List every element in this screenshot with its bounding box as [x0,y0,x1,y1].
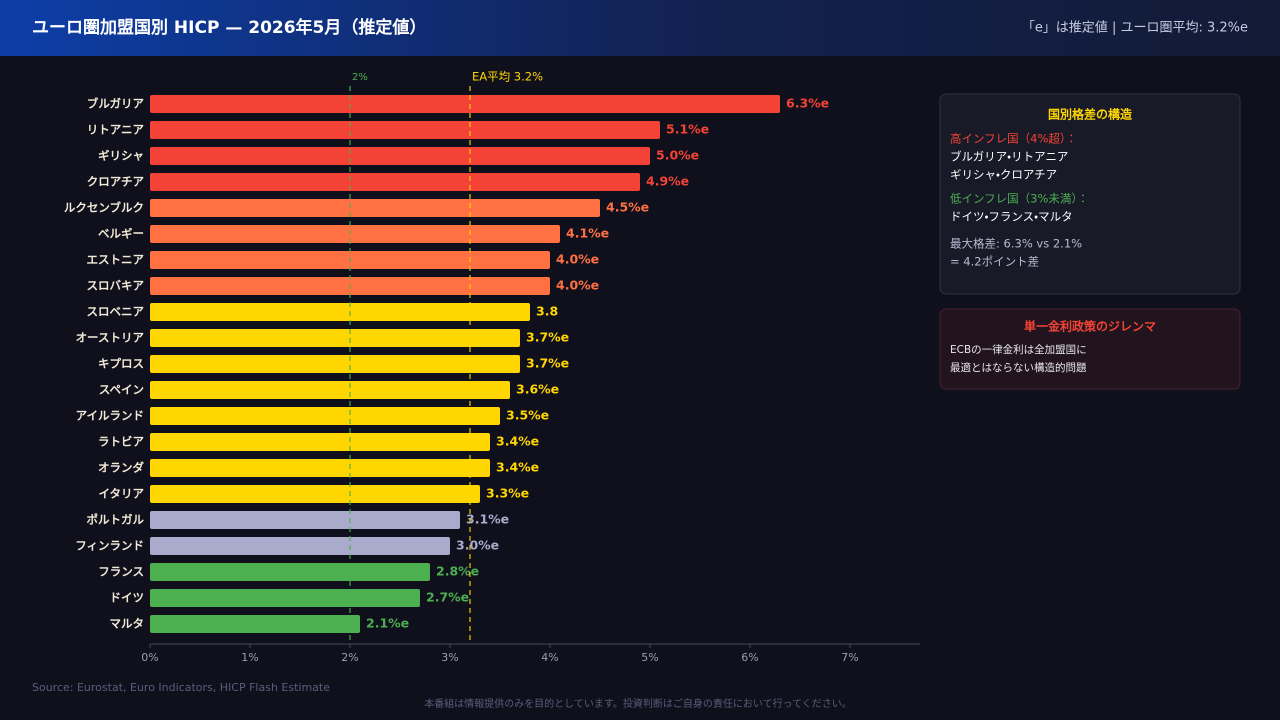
value-label: 3.3%e [486,486,529,501]
panel-text: ブルガリア・リトアニア [950,150,1068,164]
panel-title: 国別格差の構造 [1048,107,1132,122]
bar [150,173,640,191]
category-label: スペイン [99,383,144,397]
x-tick-label: 0% [141,651,158,664]
value-label: 3.4%e [496,434,539,449]
category-label: ギリシャ [98,149,144,163]
bar [150,615,360,633]
value-label: 5.0%e [656,148,699,163]
panel-heading: 高インフレ国（4%超）： [950,132,1077,146]
panel-text: ドイツ・フランス・マルタ [950,210,1073,224]
value-label: 3.7%e [526,356,569,371]
bar [150,485,480,503]
category-label: マルタ [110,617,145,631]
panel [939,308,1241,390]
panel-heading: 低インフレ国（3%未満）： [950,192,1089,206]
bar [150,589,420,607]
category-label: オーストリア [76,331,145,345]
value-label: 4.0%e [556,278,599,293]
value-label: 2.8%e [436,564,479,579]
value-label: 6.3%e [786,96,829,111]
panel-text: ECBの一律金利は全加盟国に [950,343,1087,356]
title: ユーロ圏加盟国別 HICP — 2026年5月（推定値） [32,17,426,38]
value-label: 4.5%e [606,200,649,215]
disclaimer: 本番組は情報提供のみを目的としています。投資判断はご自身の責任において行ってくだ… [424,697,852,710]
value-label: 2.1%e [366,616,409,631]
value-label: 3.8 [536,304,558,319]
x-tick-label: 1% [241,651,258,664]
category-label: スロベニア [87,305,145,319]
x-tick-label: 3% [441,651,458,664]
category-label: スロバキア [87,279,145,293]
bar [150,355,520,373]
x-tick-label: 4% [541,651,558,664]
value-label: 2.7%e [426,590,469,605]
header-note: 「e」は推定値 | ユーロ圏平均: 3.2%e [1022,20,1248,36]
category-label: ルクセンブルク [64,201,144,215]
panel-text: 最適とはならない構造的問題 [950,361,1087,374]
category-label: フランス [98,565,144,579]
bar [150,303,530,321]
bar [150,225,560,243]
category-label: ドイツ [110,591,145,605]
value-label: 3.5%e [506,408,549,423]
bar [150,407,500,425]
category-label: イタリア [98,487,144,501]
bar [150,147,650,165]
bar [150,381,510,399]
category-label: フィンランド [75,539,144,553]
x-tick-label: 2% [341,651,358,664]
value-label: 3.1%e [466,512,509,527]
category-label: キプロス [98,357,144,371]
x-tick-label: 5% [641,651,658,664]
bar [150,95,780,113]
category-label: ブルガリア [87,97,145,111]
category-label: ベルギー [98,227,144,241]
category-label: ラトビア [98,435,144,449]
reference-label: 2% [352,72,368,83]
value-label: 3.6%e [516,382,559,397]
category-label: ポルトガル [87,513,145,527]
bar [150,121,660,139]
value-label: 4.0%e [556,252,599,267]
value-label: 4.1%e [566,226,609,241]
bar [150,329,520,347]
header-bar [0,0,1280,56]
value-label: 3.0%e [456,538,499,553]
panel-title: 単一金利政策のジレンマ [1024,319,1156,334]
bar [150,433,490,451]
panel [939,93,1241,295]
x-tick-label: 6% [741,651,758,664]
x-tick-label: 7% [841,651,858,664]
value-label: 3.7%e [526,330,569,345]
value-label: 3.4%e [496,460,539,475]
value-label: 5.1%e [666,122,709,137]
category-label: オランダ [98,461,144,475]
category-label: リトアニア [87,123,145,137]
bar [150,459,490,477]
reference-label: EA平均 3.2% [472,70,543,84]
category-label: アイルランド [76,409,144,423]
plot: 0% 1% 2% 3% 4% 5% 6% 7% ブルガリア 6.3%e リトアニア 5.1%e ギリシャ… [64,70,920,664]
category-label: エストニア [87,253,145,267]
panel-text: 最大格差: 6.3% vs 2.1% [950,237,1082,251]
panel-text: ギリシャ・クロアチア [950,168,1057,182]
bar [150,199,600,217]
panel-text: = 4.2ポイント差 [950,255,1039,269]
source: Source: Eurostat, Euro Indicators, HICP … [32,681,330,694]
bar [150,563,430,581]
bar [150,511,460,529]
category-label: クロアチア [87,175,145,189]
value-label: 4.9%e [646,174,689,189]
bar [150,537,450,555]
